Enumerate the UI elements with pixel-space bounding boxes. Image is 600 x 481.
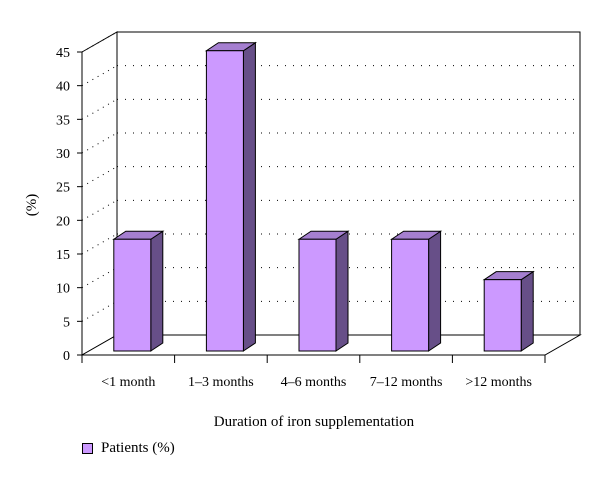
gridline-diagonal: [81, 31, 118, 53]
gridline-diagonal: [81, 98, 118, 120]
gridlines: [81, 31, 580, 322]
x-tick-label: <1 month: [101, 375, 155, 390]
y-tick-label: 0: [63, 349, 70, 364]
gridline-diagonal: [81, 65, 118, 87]
bar: [389, 230, 443, 352]
gridline-diagonal: [81, 300, 118, 322]
bars: [112, 41, 535, 352]
y-tick-label: 30: [56, 147, 70, 162]
bar-front: [205, 50, 244, 352]
bar-side: [242, 41, 256, 352]
x-axis-title: Duration of iron supplementation: [214, 414, 415, 430]
y-tick-label: 15: [56, 248, 70, 263]
bar-front: [483, 279, 522, 352]
y-tick-label: 5: [63, 315, 70, 330]
y-tick-label: 20: [56, 214, 70, 229]
bar-front: [113, 238, 152, 352]
x-tick-label: 7–12 months: [370, 375, 443, 390]
bar-side: [520, 270, 534, 352]
bar-side: [428, 230, 442, 352]
legend-swatch: [82, 443, 93, 454]
gridline-diagonal: [81, 166, 118, 188]
gridline-diagonal: [81, 132, 118, 154]
gridline-diagonal: [81, 199, 118, 221]
bar: [204, 41, 258, 352]
bar-front: [298, 238, 337, 352]
y-tick-label: 40: [56, 80, 70, 95]
y-axis: 0 5 10 15 20 25 30 35 40 45: [56, 46, 82, 364]
x-tick-label: 1–3 months: [188, 375, 254, 390]
bar-side: [335, 230, 349, 352]
bar: [112, 230, 165, 352]
left-wall: [81, 31, 118, 356]
y-tick-label: 10: [56, 282, 70, 297]
bar-side: [150, 230, 164, 352]
bar-front: [391, 238, 430, 352]
legend-label: Patients (%): [101, 440, 175, 456]
y-axis-title: (%): [24, 194, 40, 217]
bar: [482, 270, 535, 352]
x-tick-label: >12 months: [465, 375, 532, 390]
legend: Patients (%): [82, 440, 175, 457]
y-tick-label: 35: [56, 113, 70, 128]
gridline-diagonal: [81, 233, 118, 255]
gridline-diagonal: [81, 267, 118, 289]
y-tick-label: 25: [56, 181, 70, 196]
x-tick-label: 4–6 months: [281, 375, 347, 390]
bar: [297, 230, 350, 352]
y-tick-label: 45: [56, 46, 70, 61]
x-axis: <1 month 1–3 months 4–6 months 7–12 months >…: [81, 355, 546, 390]
